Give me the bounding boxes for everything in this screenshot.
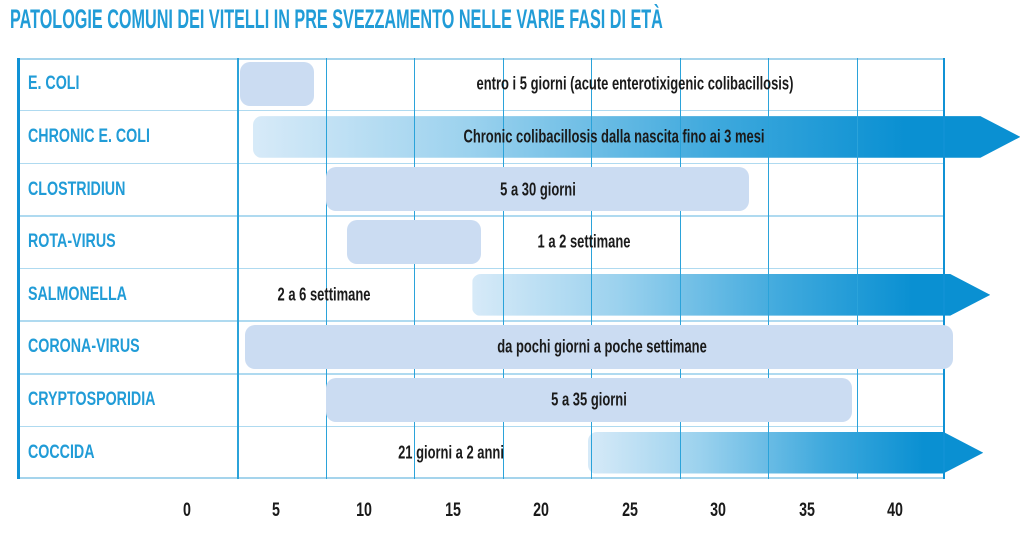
table-border-top <box>17 58 945 60</box>
range-bar <box>240 62 314 107</box>
table-row: E. COLI entro i 5 giorni (acute enterotix… <box>17 58 945 111</box>
row-label: CRYPTOSPORIDIA <box>28 389 156 411</box>
table-row: ROTA-VIRUS 1 a 2 settimane <box>17 216 945 269</box>
axis-tick-label: 30 <box>710 500 726 521</box>
range-bar-arrow <box>253 116 1021 158</box>
range-bar <box>346 219 482 265</box>
row-label: ROTA-VIRUS <box>28 231 116 253</box>
row-label: CLOSTRIDIUN <box>28 178 126 200</box>
gridline <box>591 58 593 479</box>
bar-annotation: Chronic colibacillosis dalla nascita fin… <box>463 126 765 147</box>
range-bar-arrow <box>472 274 990 316</box>
axis-tick-label: 35 <box>798 500 815 521</box>
chart-table: E. COLI entro i 5 giorni (acute enterotix… <box>17 58 945 479</box>
row-separator <box>17 373 945 375</box>
bar-annotation: 5 a 35 giorni <box>551 389 628 410</box>
bar-annotation: 1 a 2 settimane <box>537 231 631 252</box>
bar-annotation: 21 giorni a 2 anni <box>398 442 505 463</box>
gridline <box>679 58 681 479</box>
row-label: CORONA-VIRUS <box>28 336 140 358</box>
gridline <box>502 58 504 479</box>
axis-tick-label: 20 <box>533 500 549 521</box>
range-bar <box>325 377 853 422</box>
axis-tick-label: 10 <box>356 500 372 521</box>
bar-annotation: 5 a 30 giorni <box>500 179 576 200</box>
range-bar-arrow <box>588 432 984 474</box>
table-border-bottom <box>17 477 945 479</box>
gridline <box>325 58 327 479</box>
table-border-left <box>17 58 20 479</box>
axis-tick-label: 40 <box>887 500 903 521</box>
page-title: PATOLOGIE COMUNI DEI VITELLI IN PRE SVEZ… <box>10 4 663 34</box>
row-label: SALMONELLA <box>28 283 127 305</box>
table-row: CORONA-VIRUS da pochi giorni a poche sett… <box>17 321 953 374</box>
gridline <box>414 58 416 479</box>
row-separator <box>17 215 945 217</box>
table-row: COCCIDA 21 giorni a 2 anni <box>17 426 945 479</box>
bar-annotation: 2 a 6 settimane <box>277 284 371 305</box>
table-row: CRYPTOSPORIDIA 5 a 35 giorni <box>17 374 945 427</box>
axis-tick-label: 15 <box>444 500 461 521</box>
table-border-right <box>942 58 945 479</box>
label-column-divider <box>237 58 239 479</box>
row-separator <box>17 320 945 322</box>
row-separator <box>17 162 945 164</box>
row-label: E. COLI <box>28 73 80 95</box>
gridline <box>768 58 770 479</box>
axis-tick-label: 0 <box>183 500 191 521</box>
x-axis: 0 5 10 15 20 25 30 35 40 <box>0 500 1024 524</box>
table-row: CLOSTRIDIUN 5 a 30 giorni <box>17 163 945 216</box>
row-label: COCCIDA <box>28 441 95 463</box>
bar-annotation: entro i 5 giorni (acute enterotixigenic … <box>476 73 794 94</box>
bar-annotation: da pochi giorni a poche settimane <box>496 336 707 357</box>
gridline <box>856 58 858 479</box>
row-label: CHRONIC E. COLI <box>28 125 150 147</box>
axis-tick-label: 25 <box>621 500 638 521</box>
axis-tick-label: 5 <box>271 500 280 521</box>
table-row: SALMONELLA 2 a 6 settimane <box>17 269 945 322</box>
range-bar <box>325 167 749 212</box>
row-separator <box>17 109 945 112</box>
row-separator <box>17 267 945 270</box>
range-bar <box>245 325 953 370</box>
table-row: CHRONIC E. COLI Chronic colibacillosis da… <box>17 111 945 164</box>
row-separator <box>17 425 945 428</box>
